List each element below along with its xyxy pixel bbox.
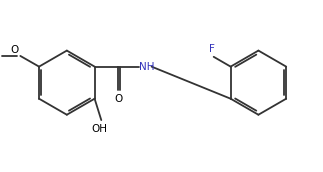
- Text: O: O: [11, 45, 19, 55]
- Text: OH: OH: [91, 124, 108, 134]
- Text: NH: NH: [139, 62, 155, 72]
- Text: F: F: [209, 44, 214, 54]
- Text: O: O: [115, 94, 123, 104]
